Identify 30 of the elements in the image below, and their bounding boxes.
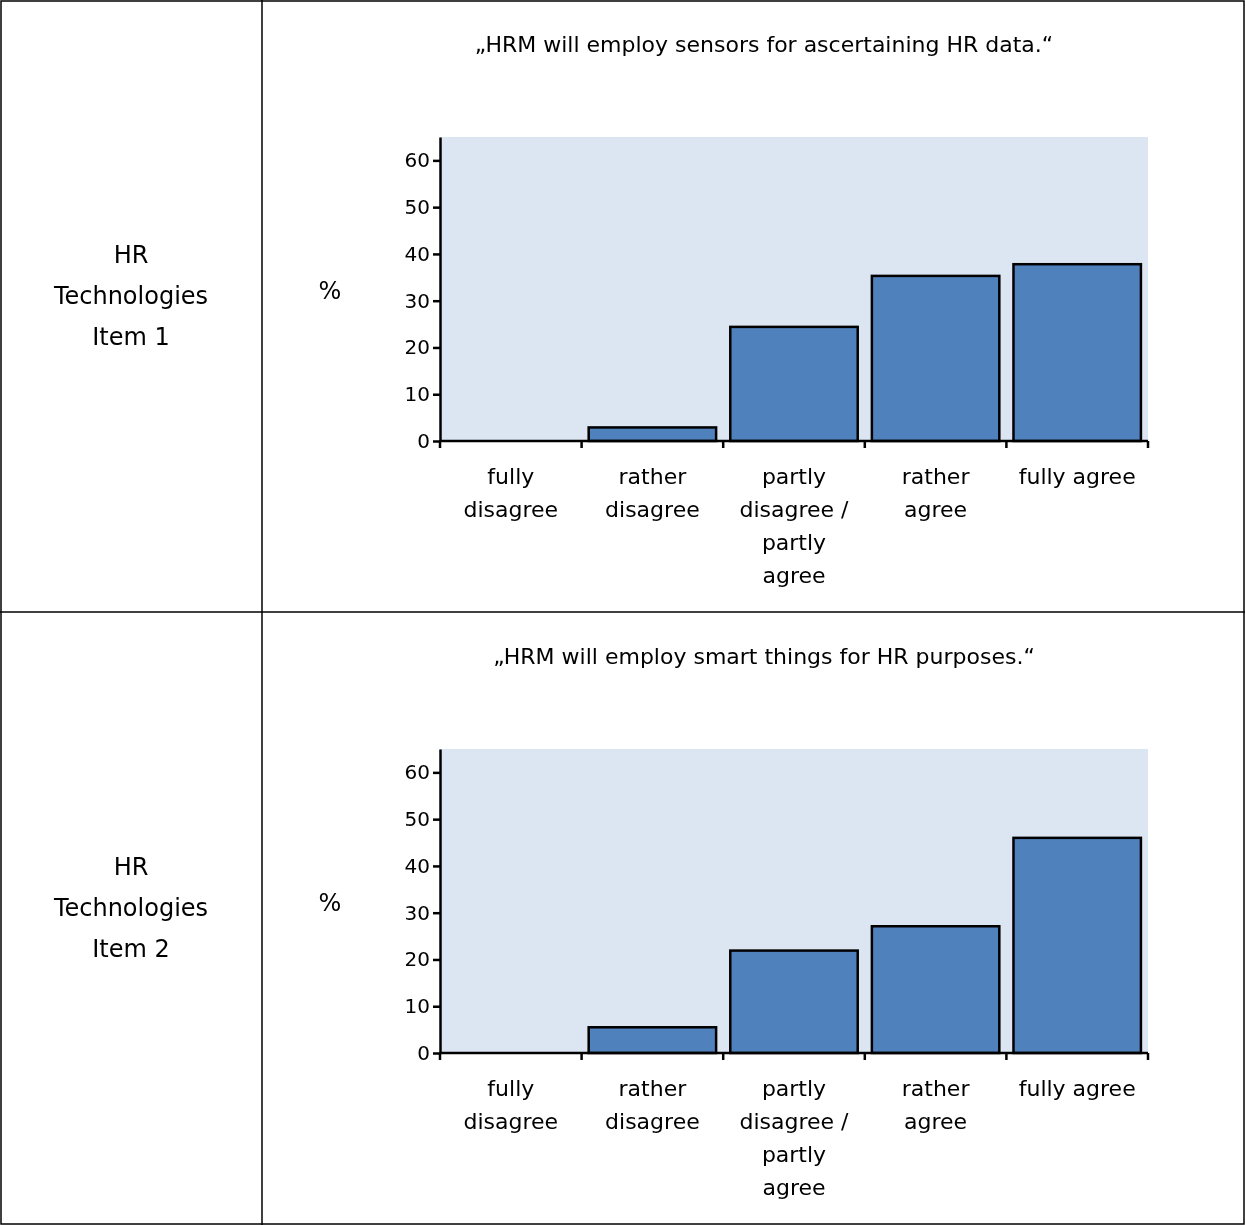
x-tick-label: fully disagree	[463, 464, 559, 522]
y-tick-label: 10	[404, 382, 430, 407]
y-tick-label: 60	[404, 148, 430, 173]
y-tick-label: 50	[404, 195, 430, 220]
y-tick-label: 50	[404, 807, 430, 832]
x-tick-label: rather disagree	[605, 1076, 700, 1134]
x-tick-label: rather agree	[901, 464, 971, 522]
y-tick-label: 30	[404, 900, 430, 925]
y-tick-label: 0	[417, 1040, 430, 1065]
y-tick-label: 10	[404, 994, 430, 1019]
y-tick-label: 20	[404, 335, 430, 360]
x-tick-label: fully disagree	[463, 1076, 559, 1134]
text: HR Technologies Item 1	[52, 241, 209, 351]
y-tick-label: 30	[404, 288, 430, 313]
y-tick-label: 20	[404, 947, 430, 972]
x-tick-label: partly disagree / partly agree	[739, 464, 850, 588]
x-tick-label: fully agree	[1018, 464, 1136, 489]
x-tick-label: fully agree	[1018, 1076, 1136, 1101]
y-tick-label: 40	[404, 241, 430, 266]
x-tick-label: partly disagree / partly agree	[739, 1076, 850, 1200]
x-tick-label: rather disagree	[605, 464, 700, 522]
y-tick-label: 60	[404, 760, 430, 785]
y-tick-label: 40	[404, 853, 430, 878]
y-axis-title: %	[318, 277, 342, 305]
y-axis-title: %	[318, 889, 342, 917]
x-tick-label: rather agree	[901, 1076, 971, 1134]
chart-title: „HRM will employ smart things for HR purposes.“	[493, 644, 1035, 669]
y-tick-label: 0	[417, 428, 430, 453]
text: HR Technologies Item 2	[52, 853, 209, 963]
chart-title: „HRM will employ sensors for ascertaining HR data.“	[474, 32, 1054, 57]
